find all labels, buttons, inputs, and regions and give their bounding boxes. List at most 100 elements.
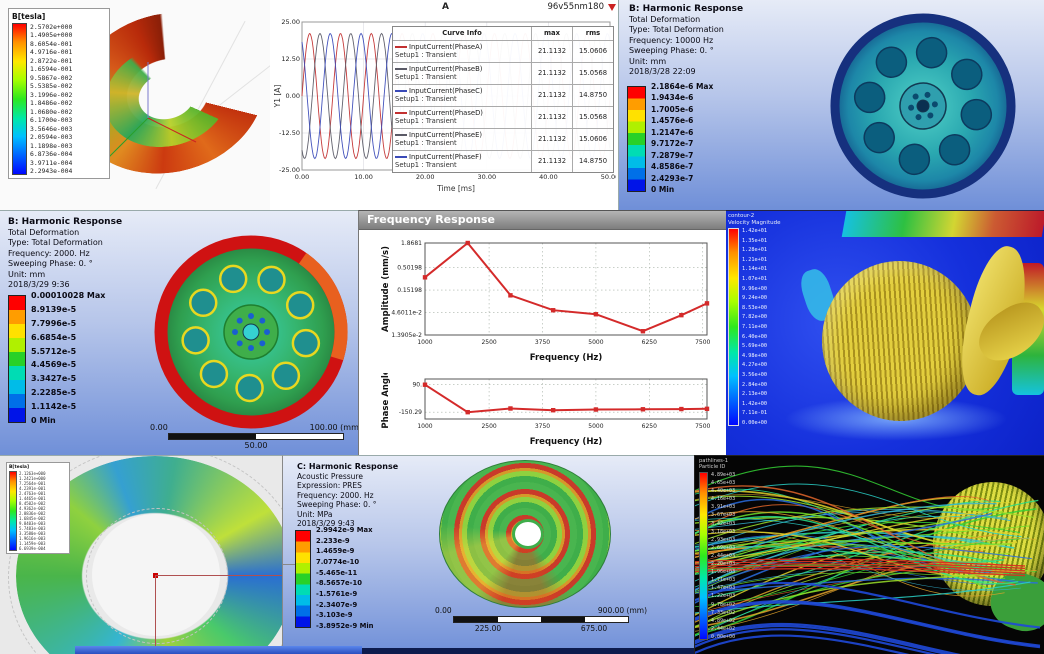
legend-value: 4.2391e-001 — [19, 486, 46, 491]
svg-text:1.3905e-2: 1.3905e-2 — [391, 332, 422, 339]
legend-value: 2.9942e-9 Max — [316, 526, 373, 534]
legend-value: 9.5867e-002 — [30, 73, 73, 82]
legend-value: 1.1898e-003 — [30, 141, 73, 150]
curve-swatch — [395, 67, 407, 70]
ruler-label: 225.00 — [474, 624, 502, 633]
header-line: Type: Total Deformation — [8, 238, 103, 247]
curve-table-cell: InputCurrent(PhaseE) Setup1 : Transient — [393, 128, 532, 150]
curve-table-cell: InputCurrent(PhaseA) Setup1 : Transient — [393, 40, 532, 62]
svg-text:1000: 1000 — [417, 423, 432, 430]
result-header: B: Harmonic Response Total Deformation Typ… — [8, 217, 122, 291]
curve-table-cell: 15.0606 — [578, 47, 608, 55]
legend-value: 1.4905e+000 — [30, 31, 73, 40]
svg-text:0.00: 0.00 — [295, 173, 309, 181]
legend-title-line: pathlines-1 — [699, 458, 729, 464]
legend-value: 1.6594e-001 — [30, 65, 73, 74]
legend-value: 1.71e+03 — [711, 577, 736, 584]
curve-table-cell: InputCurrent(PhaseD) Setup1 : Transient — [393, 106, 532, 128]
legend-value: -2.3407e-9 — [316, 600, 358, 609]
curve-table-row: InputCurrent(PhaseD) Setup1 : Transient 21… — [393, 106, 613, 129]
legend-value: 1.28e+01 — [742, 247, 767, 254]
header-line: Total Deformation — [629, 14, 701, 24]
curve-table-cell: 21.1132 — [532, 40, 573, 62]
panel-velocity-contour: contour-2 Velocity Magnitude 1.42e+01 1.35… — [726, 210, 1044, 456]
result-header: C: Harmonic Response Acoustic Pressure Exp… — [297, 462, 398, 529]
header-line: 2018/3/29 9:43 — [297, 519, 355, 528]
colorbar — [9, 471, 17, 551]
svg-text:0.15198: 0.15198 — [397, 287, 422, 294]
window-titlebar[interactable]: Frequency Response — [359, 211, 727, 230]
deformation-legend: 0.00010028 Max 8.9139e-5 7.7996e-5 6.6854e-… — [8, 291, 105, 425]
curve-table-cell: InputCurrent(PhaseC) Setup1 : Transient — [393, 84, 532, 106]
svg-text:2500: 2500 — [481, 423, 496, 430]
panel-current-plot: A 96v55nm180 0.00 10.00 20.00 30.00 40.00 50.… — [270, 0, 618, 210]
legend-value: 2.0594e-003 — [30, 133, 73, 142]
legend-value: 2.2943e-004 — [30, 166, 73, 175]
curve-swatch — [395, 155, 407, 158]
curve-table-row: InputCurrent(PhaseB) Setup1 : Transient 21… — [393, 62, 613, 85]
curve-swatch — [395, 89, 407, 92]
legend-value: 1.35e+01 — [742, 237, 767, 244]
legend-value: 4.98e+00 — [742, 352, 767, 359]
model-label: 96v55nm180 — [547, 2, 604, 12]
legend-value: 3.3427e-5 — [31, 374, 77, 384]
svg-text:Amplitude (mm/s): Amplitude (mm/s) — [381, 246, 391, 332]
svg-text:Phase Angle: Phase Angle — [381, 373, 391, 429]
legend-value: 2.93e+03 — [711, 536, 736, 543]
svg-text:6250: 6250 — [642, 423, 657, 430]
header-line: Type: Total Deformation — [629, 25, 724, 34]
svg-text:0.50198: 0.50198 — [397, 265, 422, 272]
legend-value: 6.6854e-5 — [31, 332, 77, 342]
curve-swatch — [395, 133, 407, 136]
colorbar — [295, 530, 311, 628]
legend-value: 7.2564e-001 — [19, 481, 46, 486]
svg-text:Frequency (Hz): Frequency (Hz) — [530, 437, 603, 447]
curve-table-cell: InputCurrent(PhaseF) Setup1 : Transient — [393, 150, 532, 172]
legend-value: 1.42e+01 — [742, 228, 767, 234]
legend-value: 1.1142e-5 — [31, 402, 77, 411]
svg-text:1000: 1000 — [417, 339, 432, 346]
curve-table-row: InputCurrent(PhaseE) Setup1 : Transient 21… — [393, 128, 613, 151]
legend-value: 1.9616e-003 — [19, 536, 46, 541]
svg-text:20.00: 20.00 — [416, 173, 435, 181]
legend-value: 2.20e+03 — [711, 561, 736, 568]
svg-text:30.00: 30.00 — [477, 173, 496, 181]
legend-value: 4.89e+03 — [711, 472, 736, 478]
header-line: Frequency: 2000. Hz — [297, 490, 374, 500]
amplitude-chart: 1.8681 0.50198 0.15198 4.6011e-2 1.3905e-210… — [381, 240, 711, 363]
legend-value: 1.6845e-002 — [19, 516, 46, 521]
legend-value: 9.24e+00 — [742, 295, 767, 302]
legend-value: 1.42e+00 — [742, 400, 767, 407]
header-line: Frequency: 2000. Hz — [8, 248, 90, 258]
legend-value: 1.96e+03 — [711, 569, 736, 576]
legend-value: 0.00e+00 — [742, 419, 767, 426]
legend-value: 2.13e+00 — [742, 391, 767, 398]
legend-value: 4.65e+03 — [711, 480, 736, 487]
legend-value: 3.56e+00 — [742, 371, 767, 378]
panel-maxwell-segment: B[tesla] 2.5702e+000 1.4905e+000 8.6054e-0… — [0, 0, 271, 210]
svg-text:4.6011e-2: 4.6011e-2 — [391, 310, 422, 317]
deformation-legend: 2.1864e-6 Max 1.9434e-6 1.7005e-6 1.4576e-6… — [627, 82, 713, 194]
legend-value: 1.14e+01 — [742, 266, 767, 273]
legend-value: 2.5702e+000 — [30, 23, 73, 31]
header-line: Unit: mm — [629, 56, 667, 66]
colorbar — [699, 472, 708, 640]
legend-value: 5.5385e-002 — [30, 82, 73, 91]
header-line: 2018/3/29 9:36 — [8, 280, 70, 289]
ruler-label: 900.00 (mm) — [597, 606, 647, 615]
legend-value: 8.9139e-5 — [31, 304, 77, 314]
legend-value: 9.7172e-7 — [651, 139, 694, 149]
legend-value: 5.69e+00 — [742, 343, 767, 350]
ruler-bar — [168, 433, 344, 440]
legend-value: 1.21e+01 — [742, 256, 767, 263]
curve-table-row: InputCurrent(PhaseA) Setup1 : Transient 21… — [393, 40, 613, 63]
legend-value: 7.82e+00 — [742, 314, 767, 321]
legend-value: 1.2147e-6 — [651, 127, 694, 137]
legend-value: 0 Min — [651, 184, 675, 194]
ruler-label: 50.00 — [244, 441, 268, 450]
legend-value: 2.4763e-001 — [19, 491, 46, 496]
curve-table-row: InputCurrent(PhaseF) Setup1 : Transient 21… — [393, 150, 613, 172]
legend-value: 2.8836e-002 — [19, 511, 46, 516]
legend-value: 3.91e+03 — [711, 504, 736, 511]
svg-text:7500: 7500 — [695, 423, 710, 430]
